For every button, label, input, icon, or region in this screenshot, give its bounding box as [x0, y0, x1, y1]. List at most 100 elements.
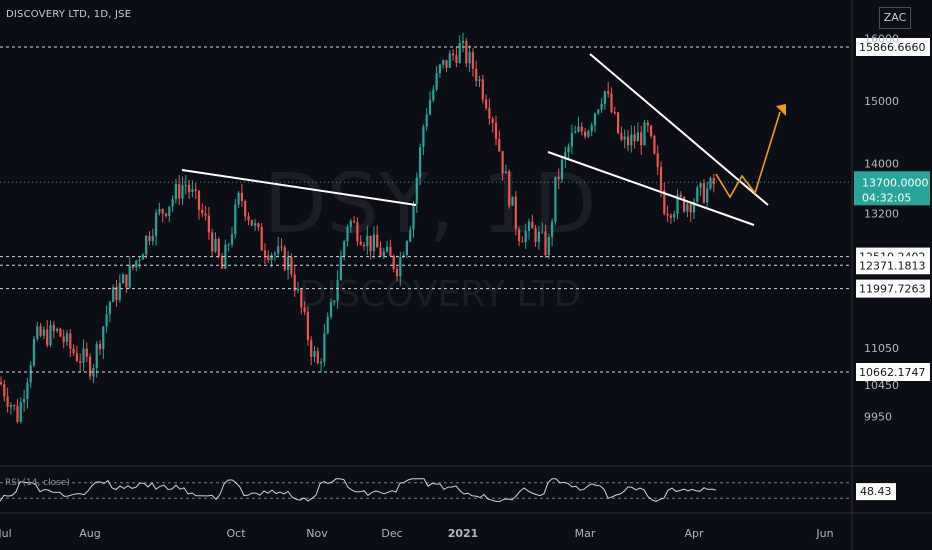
candle-body: [105, 314, 108, 327]
candle-body: [52, 325, 55, 331]
candle-body: [557, 176, 560, 180]
candle-body: [501, 151, 504, 174]
candle-body: [448, 53, 451, 68]
candle-body: [412, 204, 415, 230]
candle-body: [504, 171, 507, 174]
candle-body: [567, 146, 570, 153]
candle-body: [659, 166, 663, 191]
candle-body: [0, 382, 3, 385]
candle-body: [494, 122, 498, 139]
candle-body: [676, 194, 679, 215]
candle-body: [158, 209, 161, 213]
candle-body: [455, 55, 458, 63]
candle-body: [280, 246, 283, 248]
candle-body: [452, 53, 455, 56]
candle-body: [224, 244, 227, 269]
candle-body: [270, 254, 273, 261]
rsi-value-badge: [856, 483, 896, 501]
candle-body: [214, 238, 217, 252]
candle-body: [389, 246, 392, 256]
candle-body: [623, 136, 626, 140]
candle-body: [42, 329, 45, 336]
candle-body: [221, 256, 224, 269]
candle-body: [593, 113, 597, 126]
last-price-value: 13700.0000: [862, 176, 928, 189]
candle-body: [23, 399, 26, 403]
candle-body: [32, 338, 36, 366]
candle-body: [277, 246, 280, 254]
candle-body: [541, 231, 544, 233]
candle-body: [217, 238, 220, 257]
candle-body: [46, 329, 49, 346]
candle-body: [9, 405, 12, 407]
candle-body: [250, 220, 253, 226]
watermark-symbol: DSY, 1D: [264, 157, 597, 252]
candle-body: [366, 235, 369, 247]
candle-body: [323, 333, 326, 362]
candle-body: [346, 227, 349, 242]
candle-body: [102, 326, 105, 350]
candle-body: [521, 241, 524, 243]
last-price-badge: [854, 171, 930, 206]
candle-body: [686, 204, 689, 212]
y-tick-label: 13200: [864, 208, 899, 221]
candle-body: [171, 199, 174, 207]
candle-body: [666, 213, 669, 216]
candle-body: [376, 234, 379, 248]
candle-body: [359, 241, 362, 245]
candle-body: [39, 326, 42, 336]
candle-body: [115, 287, 118, 300]
currency-badge[interactable]: ZAC: [879, 7, 911, 29]
price-level-label-bg: [856, 38, 930, 56]
candle-body: [306, 311, 309, 341]
candle-body: [293, 274, 296, 291]
candle-body: [636, 132, 639, 142]
candle-body: [498, 138, 501, 152]
candle-body: [296, 289, 300, 291]
candle-body: [112, 287, 115, 303]
candle-body: [343, 241, 346, 256]
candle-body: [65, 333, 69, 342]
candle-body: [438, 64, 441, 74]
candle-body: [234, 204, 237, 235]
candle-body: [650, 125, 653, 137]
candle-body: [461, 40, 465, 43]
rsi-value: 48.43: [860, 485, 892, 498]
candle-body: [49, 325, 52, 346]
candle-body: [59, 328, 62, 337]
candle-body: [422, 126, 425, 148]
candle-body: [706, 188, 709, 203]
candle-body: [491, 118, 494, 123]
candle-body: [237, 192, 240, 205]
y-tick-label: 16000: [864, 33, 899, 46]
trendline: [181, 169, 417, 206]
candle-body: [696, 187, 699, 202]
trendline: [547, 151, 755, 226]
candle-body: [6, 396, 9, 407]
projection-arrowhead: [776, 104, 786, 116]
candle-body: [79, 360, 82, 363]
candle-body: [554, 176, 557, 222]
candle-body: [89, 356, 92, 377]
candle-body: [145, 235, 148, 255]
candle-body: [260, 227, 263, 251]
x-tick-label: 2021: [448, 527, 479, 540]
watermark-name: DISCOVERY LTD: [299, 274, 581, 315]
candle-body: [702, 183, 705, 203]
candle-body: [669, 215, 672, 218]
y-tick-label: 11050: [864, 342, 899, 355]
candle-body: [69, 333, 72, 349]
chart-header-title: DISCOVERY LTD, 1D, JSE: [6, 9, 132, 20]
candle-body: [326, 316, 329, 334]
candle-body: [356, 222, 359, 242]
candle-body: [131, 265, 135, 268]
candle-body: [316, 351, 319, 364]
candle-body: [263, 250, 267, 256]
candle-body: [336, 280, 339, 301]
candle-body: [204, 213, 207, 216]
candle-body: [597, 109, 600, 114]
candle-body: [399, 257, 402, 277]
candle-body: [122, 274, 125, 284]
